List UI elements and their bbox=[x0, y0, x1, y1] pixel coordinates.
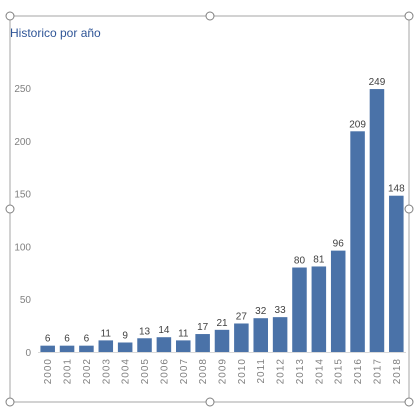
x-tick-label: 2016 bbox=[353, 358, 364, 384]
bar bbox=[98, 340, 114, 352]
bar bbox=[176, 340, 191, 352]
bar bbox=[59, 345, 75, 352]
bar bbox=[272, 317, 288, 352]
resize-handle bbox=[5, 204, 15, 214]
bar bbox=[253, 318, 268, 352]
bars bbox=[40, 89, 404, 352]
data-label: 81 bbox=[313, 254, 325, 265]
x-tick-label: 2018 bbox=[392, 358, 403, 384]
bar bbox=[369, 89, 385, 352]
y-tick-label: 50 bbox=[20, 295, 32, 306]
data-labels: 6 6 6 11 9 13 14 11 17 21 27 32 33 80 81 96 209 249 148 bbox=[45, 77, 405, 345]
data-label: 11 bbox=[178, 328, 189, 339]
x-tick-label: 2003 bbox=[101, 358, 112, 384]
x-tick-label: 2001 bbox=[63, 358, 74, 384]
x-tick-label: 2010 bbox=[237, 358, 248, 384]
x-tick-label: 2014 bbox=[314, 358, 325, 384]
x-tick-label: 2008 bbox=[198, 358, 209, 384]
bar bbox=[350, 131, 365, 352]
x-tick-label: 2009 bbox=[218, 358, 229, 384]
x-tick-label: 2002 bbox=[82, 358, 93, 384]
data-label: 6 bbox=[45, 334, 51, 345]
resize-handle bbox=[205, 11, 215, 21]
data-label: 11 bbox=[101, 328, 112, 339]
bar bbox=[330, 250, 346, 352]
data-label: 249 bbox=[369, 77, 386, 88]
data-label: 6 bbox=[64, 334, 70, 345]
bar bbox=[389, 195, 404, 352]
bar bbox=[79, 345, 94, 352]
x-tick-label: 2007 bbox=[179, 358, 190, 384]
x-tick-label: 2011 bbox=[256, 358, 267, 384]
resize-handle bbox=[5, 11, 15, 21]
y-tick-label: 0 bbox=[25, 348, 31, 359]
axes: 0 50 100 150 200 250 2000 2001 2002 2003 2004 2005 2… bbox=[14, 84, 406, 384]
bar bbox=[292, 267, 307, 352]
resize-handle bbox=[205, 397, 215, 407]
data-label: 17 bbox=[197, 322, 209, 333]
data-label: 6 bbox=[84, 334, 90, 345]
x-tick-label: 2006 bbox=[159, 358, 170, 384]
x-tick-label: 2017 bbox=[372, 358, 383, 384]
resize-handle bbox=[404, 204, 414, 214]
selection-frame bbox=[5, 11, 414, 407]
resize-handle bbox=[404, 11, 414, 21]
data-label: 148 bbox=[388, 184, 405, 195]
bar bbox=[117, 342, 133, 352]
data-label: 27 bbox=[236, 311, 248, 322]
bar bbox=[195, 334, 210, 352]
y-tick-label: 250 bbox=[14, 84, 31, 95]
data-label: 14 bbox=[158, 325, 170, 336]
resize-handle bbox=[404, 397, 414, 407]
data-label: 80 bbox=[294, 256, 306, 267]
x-tick-label: 2004 bbox=[121, 358, 132, 384]
bar bbox=[156, 337, 172, 352]
y-tick-label: 100 bbox=[14, 242, 31, 253]
data-label: 96 bbox=[333, 239, 345, 250]
x-tick-label: 2013 bbox=[295, 358, 306, 384]
resize-handle bbox=[5, 397, 15, 407]
x-tick-label: 2005 bbox=[140, 358, 151, 384]
bar bbox=[214, 329, 230, 352]
y-tick-label: 200 bbox=[14, 137, 31, 148]
x-tick-label: 2015 bbox=[334, 358, 345, 384]
y-tick-label: 150 bbox=[14, 190, 31, 201]
bar bbox=[137, 338, 152, 352]
bar bbox=[234, 323, 249, 352]
x-tick-label: 2012 bbox=[276, 358, 287, 384]
data-label: 9 bbox=[122, 330, 128, 341]
data-label: 209 bbox=[349, 119, 366, 130]
data-label: 33 bbox=[275, 305, 287, 316]
x-tick-label: 2000 bbox=[43, 358, 54, 384]
bar bbox=[311, 266, 327, 352]
bar bbox=[40, 345, 55, 352]
data-label: 21 bbox=[216, 318, 228, 329]
chart-title: Historico por año bbox=[10, 26, 101, 40]
data-label: 13 bbox=[139, 326, 151, 337]
data-label: 32 bbox=[255, 306, 267, 317]
